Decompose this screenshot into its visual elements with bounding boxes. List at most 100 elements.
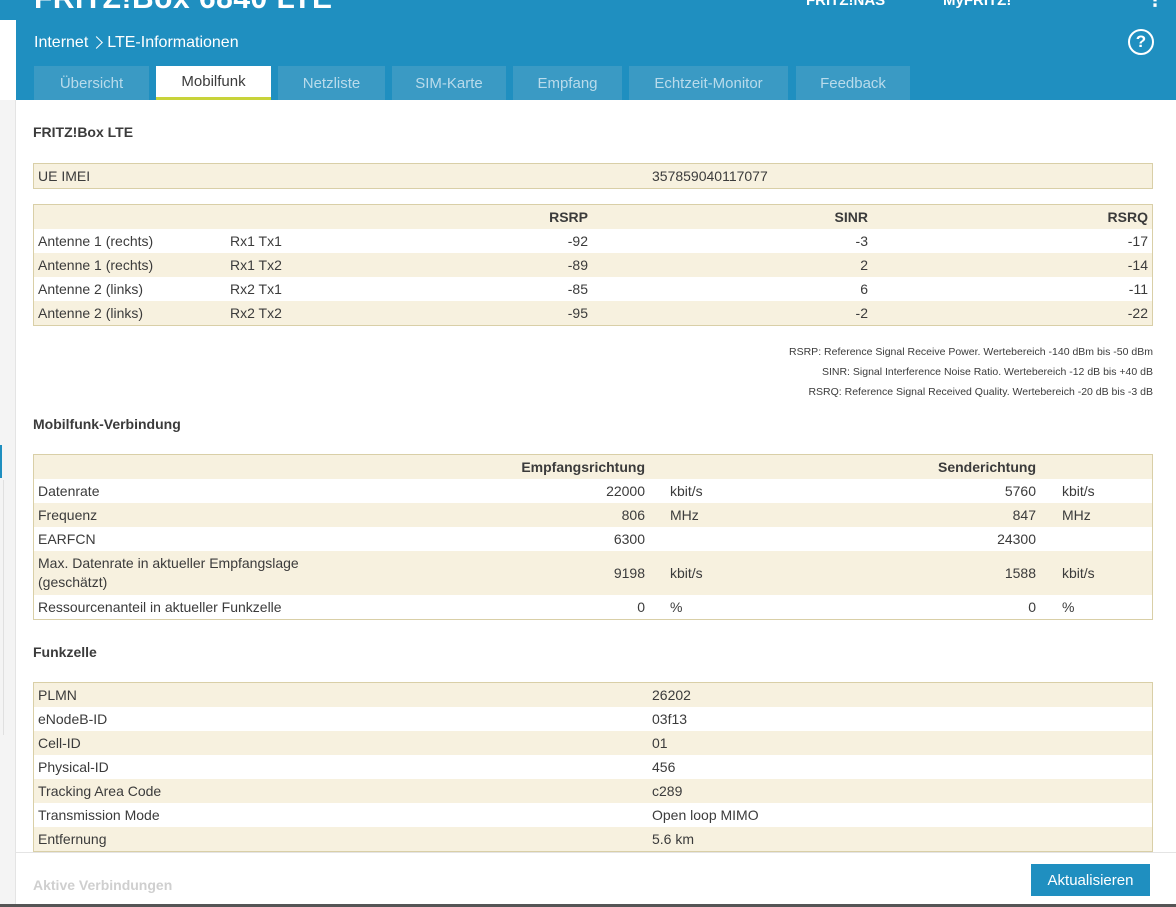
breadcrumb-internet[interactable]: Internet [34,34,89,51]
table-row: UE IMEI 357859040117077 [34,164,1152,188]
rx-value: 0 [637,599,645,615]
tab-empfang[interactable]: Empfang [513,66,622,100]
section-title-funkzelle: Funkzelle [33,644,97,660]
refresh-button[interactable]: Aktualisieren [1031,864,1150,896]
connection-label: Ressourcenanteil in aktueller Funkzelle [38,599,282,615]
header-rsrp: RSRP [549,209,588,225]
table-row: eNodeB-ID 03f13 [34,707,1152,731]
table-row: Antenne 2 (links) Rx2 Tx1 -85 6 -11 [34,277,1152,301]
cell-label: Transmission Mode [38,807,160,823]
header-rsrq: RSRQ [1107,209,1148,225]
tab-feedback[interactable]: Feedback [796,66,910,100]
tx-unit: MHz [1062,507,1091,523]
sidebar-divider [3,480,4,735]
tx-value: 1588 [1004,565,1036,581]
sinr-value: -3 [855,233,868,249]
antenna-name: Antenne 1 (rechts) [38,233,154,249]
legend-rsrp: RSRP: Reference Signal Receive Power. We… [789,346,1153,358]
help-icon[interactable]: ? [1128,29,1154,55]
tab-mobilfunk[interactable]: Mobilfunk [156,66,271,100]
antenna-name: Antenne 2 (links) [38,281,144,297]
table-row: Antenne 1 (rechts) Rx1 Tx2 -89 2 -14 [34,253,1152,277]
connection-label: Datenrate [38,483,100,499]
sinr-value: 6 [860,281,868,297]
table-row: Transmission Mode Open loop MIMO [34,803,1152,827]
antenna-name: Antenne 1 (rechts) [38,257,154,273]
rsrq-value: -22 [1127,305,1148,321]
cell-value: c289 [652,783,683,799]
tx-unit: % [1062,599,1075,615]
left-sidebar [0,100,16,907]
table-row: Tracking Area Code c289 [34,779,1152,803]
sidebar-active-marker [0,445,2,478]
top-bar: FRITZ!Box 6840 LTE FRITZ!NAS MyFRITZ! ⋮ [0,0,1176,20]
cell-value: 5.6 km [652,831,695,847]
legend-rsrq: RSRQ: Reference Signal Received Quality.… [808,386,1153,398]
tab-netzliste[interactable]: Netzliste [278,66,385,100]
more-menu-icon[interactable]: ⋮ [1146,0,1164,10]
footer-bar: Aktive Verbindungen Aktualisieren [16,852,1176,907]
rsrp-value: -95 [567,305,588,321]
rx-unit: MHz [670,507,699,523]
table-header-row: Empfangsrichtung Senderichtung [34,455,1152,479]
cell-value: 01 [652,735,668,751]
cell-label: Tracking Area Code [38,783,162,799]
cell-value: 456 [652,759,676,775]
tx-unit: kbit/s [1062,483,1095,499]
brand-title: FRITZ!Box 6840 LTE [34,0,332,16]
connection-label: EARFCN [38,531,96,547]
tx-value: 847 [1012,507,1036,523]
tab-sim-karte[interactable]: SIM-Karte [392,66,506,100]
cell-value: Open loop MIMO [652,807,759,823]
cell-label: Physical-ID [38,759,109,775]
table-row: Antenne 2 (links) Rx2 Tx2 -95 -2 -22 [34,301,1152,325]
connection-label: Max. Datenrate in aktueller Empfangslage… [38,555,299,590]
rx-value: 806 [621,507,645,523]
tx-value: 24300 [997,531,1036,547]
imei-value: 357859040117077 [652,168,768,184]
table-row: Ressourcenanteil in aktueller Funkzelle … [34,595,1152,619]
tx-value: 0 [1028,599,1036,615]
table-row: Entfernung 5.6 km [34,827,1152,851]
antenna-path: Rx1 Tx1 [230,233,282,249]
rsrp-value: -89 [567,257,588,273]
section-title-mobilfunk-verbindung: Mobilfunk-Verbindung [33,416,181,432]
antenna-path: Rx1 Tx2 [230,257,282,273]
antenna-path: Rx2 Tx1 [230,281,282,297]
antenna-path: Rx2 Tx2 [230,305,282,321]
tab-uebersicht[interactable]: Übersicht [34,66,149,100]
legend-sinr: SINR: Signal Interference Noise Ratio. W… [821,366,1153,378]
rsrq-value: -14 [1127,257,1148,273]
nav-fritznas[interactable]: FRITZ!NAS [806,0,886,9]
table-row: Frequenz 806 MHz 847 MHz [34,503,1152,527]
section-title-aktive-verbindungen: Aktive Verbindungen [33,877,173,893]
breadcrumb: Internet LTE-Informationen [34,34,239,52]
rsrq-value: -17 [1127,233,1148,249]
tx-value: 5760 [1004,483,1036,499]
window-bottom-edge [0,904,1176,907]
table-row: Antenne 1 (rechts) Rx1 Tx1 -92 -3 -17 [34,229,1152,253]
header-sinr: SINR [834,209,868,225]
antenna-table: RSRP SINR RSRQ Antenne 1 (rechts) Rx1 Tx… [33,204,1153,326]
cell-value: 03f13 [652,711,688,727]
rx-value: 6300 [613,531,645,547]
header-senderichtung: Senderichtung [937,459,1036,475]
main-content: FRITZ!Box LTE UE IMEI 357859040117077 RS… [16,100,1176,907]
rsrp-value: -92 [567,233,588,249]
table-row: Datenrate 22000 kbit/s 5760 kbit/s [34,479,1152,503]
header-empfangsrichtung: Empfangsrichtung [521,459,645,475]
imei-table: UE IMEI 357859040117077 [33,163,1153,189]
rsrp-value: -85 [567,281,588,297]
tx-unit: kbit/s [1062,565,1095,581]
table-row: PLMN 26202 [34,683,1152,707]
table-row: EARFCN 6300 24300 [34,527,1152,551]
table-row: Max. Datenrate in aktueller Empfangslage… [34,551,1152,595]
tab-echtzeit-monitor[interactable]: Echtzeit-Monitor [629,66,788,100]
imei-label: UE IMEI [38,168,91,184]
cell-label: PLMN [38,687,77,703]
table-header-row: RSRP SINR RSRQ [34,205,1152,229]
breadcrumb-lte-informationen: LTE-Informationen [107,34,239,51]
nav-myfritz[interactable]: MyFRITZ! [943,0,1012,9]
rx-unit: kbit/s [670,483,703,499]
cell-label: Entfernung [38,831,107,847]
